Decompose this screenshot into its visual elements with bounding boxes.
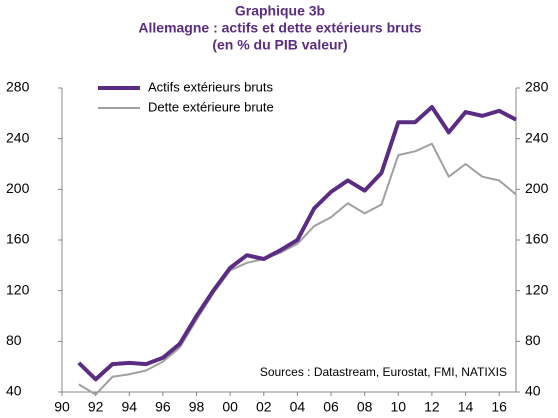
x-tick-label: 92 [88, 399, 104, 415]
x-tick-label: 08 [357, 399, 373, 415]
x-tick-label: 98 [189, 399, 205, 415]
x-tick-label: 06 [323, 399, 339, 415]
x-tick-label: 02 [256, 399, 272, 415]
legend-label: Actifs extérieurs bruts [148, 79, 273, 94]
y2-tick-label: 120 [525, 281, 549, 297]
x-tick-label: 90 [54, 399, 70, 415]
chart-title: Graphique 3b [235, 3, 325, 19]
x-tick-label: 96 [155, 399, 171, 415]
y-tick-label: 80 [6, 332, 22, 348]
x-tick-label: 94 [121, 399, 137, 415]
x-tick-label: 14 [458, 399, 474, 415]
legend-label: Dette extérieure brute [148, 99, 274, 114]
y-tick-label: 160 [6, 231, 30, 247]
y2-tick-label: 80 [525, 332, 541, 348]
x-tick-label: 10 [391, 399, 407, 415]
chart-title: Allemagne : actifs et dette extérieurs b… [138, 20, 421, 36]
y-tick-label: 200 [6, 180, 30, 196]
x-tick-label: 00 [222, 399, 238, 415]
x-tick-label: 12 [424, 399, 440, 415]
line-series [77, 105, 517, 382]
y2-tick-label: 280 [525, 79, 549, 95]
y2-tick-label: 160 [525, 231, 549, 247]
y-tick-label: 40 [6, 383, 22, 399]
line-series [78, 142, 517, 396]
chart-title: (en % du PIB valeur) [212, 37, 347, 53]
y2-tick-label: 200 [525, 180, 549, 196]
y-tick-label: 240 [6, 129, 30, 145]
y-tick-label: 280 [6, 79, 30, 95]
y2-tick-label: 40 [525, 383, 541, 399]
x-tick-label: 16 [491, 399, 507, 415]
x-tick-label: 04 [290, 399, 306, 415]
annotation: Sources : Datastream, Eurostat, FMI, NAT… [260, 365, 507, 379]
y-tick-label: 120 [6, 281, 30, 297]
y2-tick-label: 240 [525, 129, 549, 145]
